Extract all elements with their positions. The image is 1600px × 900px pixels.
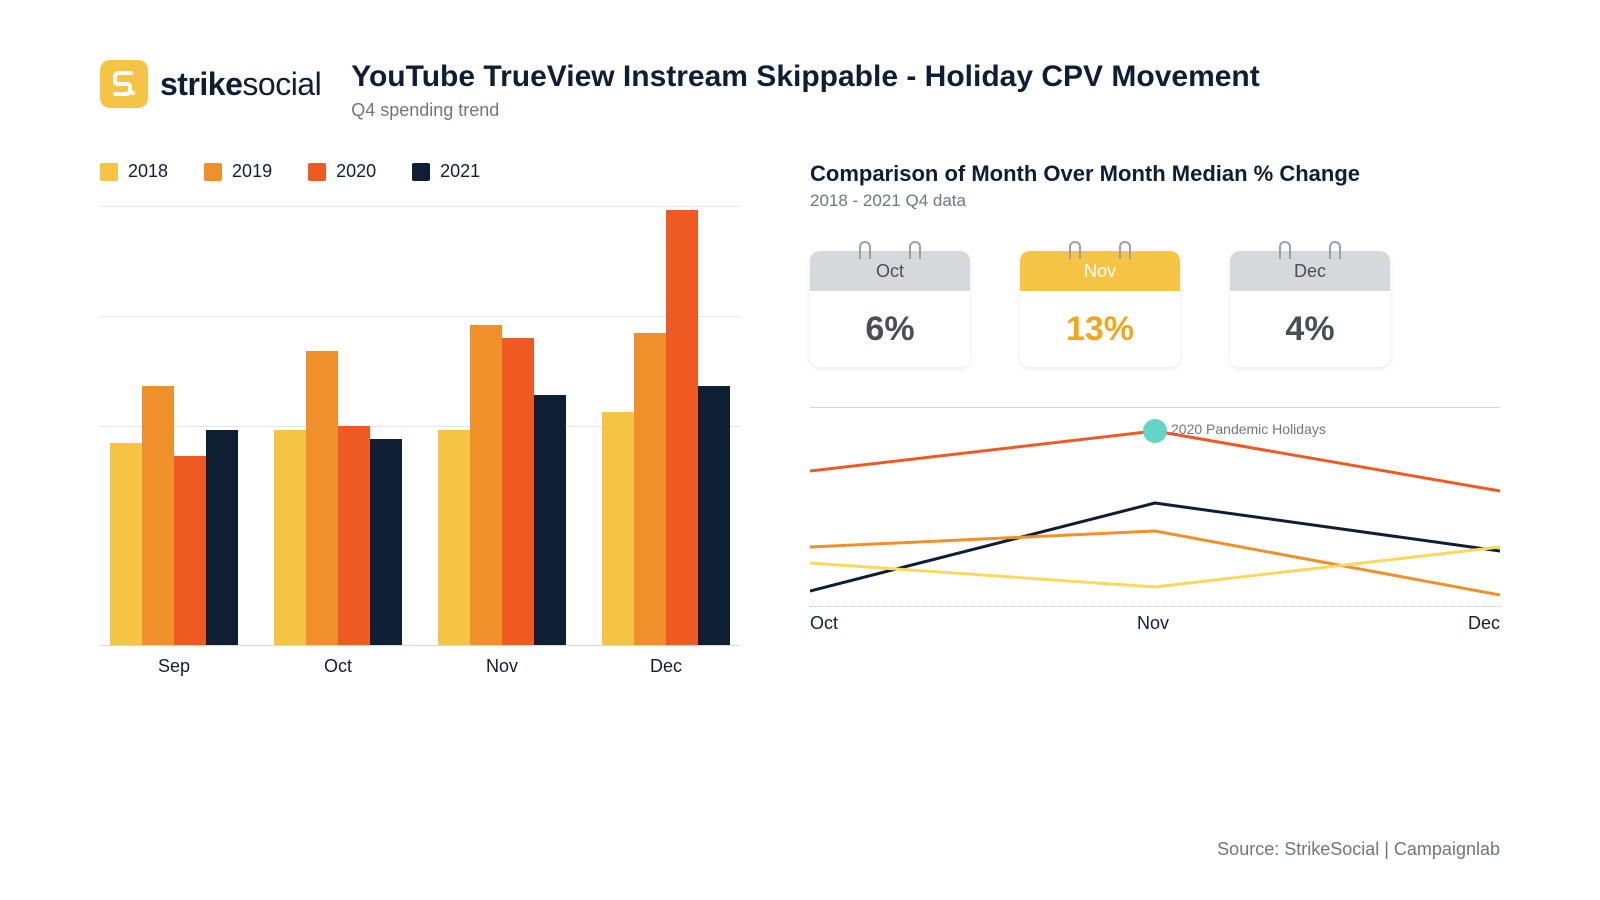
source-attribution: Source: StrikeSocial | Campaignlab bbox=[1217, 839, 1500, 860]
legend-item: 2020 bbox=[308, 161, 376, 182]
bar bbox=[666, 210, 698, 645]
logo-text-strike: strike bbox=[160, 66, 242, 102]
annotation-label: 2020 Pandemic Holidays bbox=[1171, 421, 1326, 437]
legend-label: 2018 bbox=[128, 161, 168, 182]
bar bbox=[274, 430, 306, 645]
right-column: Comparison of Month Over Month Median % … bbox=[810, 161, 1500, 686]
x-axis-label: Sep bbox=[110, 646, 238, 686]
comparison-title: Comparison of Month Over Month Median % … bbox=[810, 161, 1500, 187]
bar bbox=[174, 456, 206, 645]
infographic-canvas: strikesocial YouTube TrueView Instream S… bbox=[0, 0, 1600, 900]
bar bbox=[370, 439, 402, 645]
legend-label: 2020 bbox=[336, 161, 376, 182]
line-chart: 2020 Pandemic Holidays Oct Nov Dec bbox=[810, 407, 1500, 637]
legend-swatch bbox=[412, 163, 430, 181]
comparison-subtitle: 2018 - 2021 Q4 data bbox=[810, 191, 1500, 211]
bar-chart-plot-area bbox=[100, 206, 740, 646]
bar bbox=[438, 430, 470, 645]
bar-chart-x-axis: Sep Oct Nov Dec bbox=[100, 646, 740, 686]
content-columns: 2018 2019 2020 2021 Sep Oct Nov Dec Comparison… bbox=[100, 161, 1500, 686]
line-x-label: Dec bbox=[1468, 613, 1500, 637]
bar-chart: Sep Oct Nov Dec bbox=[100, 206, 740, 686]
line-chart-plot-area: 2020 Pandemic Holidays bbox=[810, 407, 1500, 607]
legend-item: 2018 bbox=[100, 161, 168, 182]
ring-icon bbox=[1069, 241, 1081, 259]
legend-item: 2021 bbox=[412, 161, 480, 182]
annotation-dot bbox=[1143, 419, 1167, 443]
legend-swatch bbox=[308, 163, 326, 181]
bar bbox=[470, 325, 502, 645]
title-block: YouTube TrueView Instream Skippable - Ho… bbox=[351, 60, 1500, 121]
bar-group bbox=[438, 206, 566, 645]
bar bbox=[698, 386, 730, 645]
line-chart-x-axis: Oct Nov Dec bbox=[810, 607, 1500, 637]
bar bbox=[502, 338, 534, 645]
header: strikesocial YouTube TrueView Instream S… bbox=[100, 60, 1500, 121]
bar bbox=[634, 333, 666, 645]
line-x-label: Nov bbox=[1137, 613, 1169, 637]
page-title: YouTube TrueView Instream Skippable - Ho… bbox=[351, 60, 1500, 94]
bar bbox=[338, 426, 370, 646]
bar bbox=[602, 412, 634, 645]
legend-swatch bbox=[100, 163, 118, 181]
line-x-label: Oct bbox=[810, 613, 838, 637]
ring-icon bbox=[1119, 241, 1131, 259]
ring-icon bbox=[909, 241, 921, 259]
legend-swatch bbox=[204, 163, 222, 181]
logo-text: strikesocial bbox=[160, 66, 321, 103]
legend-label: 2021 bbox=[440, 161, 480, 182]
bar bbox=[306, 351, 338, 645]
bar-group bbox=[274, 206, 402, 645]
card-rings bbox=[810, 241, 970, 259]
card-rings bbox=[1230, 241, 1390, 259]
card-rings bbox=[1020, 241, 1180, 259]
bar-chart-groups bbox=[100, 206, 740, 645]
month-card: Nov13% bbox=[1020, 251, 1180, 367]
bar bbox=[142, 386, 174, 645]
x-axis-label: Nov bbox=[438, 646, 566, 686]
card-value: 13% bbox=[1020, 291, 1180, 367]
x-axis-label: Oct bbox=[274, 646, 402, 686]
month-card: Dec4% bbox=[1230, 251, 1390, 367]
line-series bbox=[810, 547, 1500, 587]
logo-s-icon bbox=[109, 69, 139, 99]
bar bbox=[534, 395, 566, 645]
line-series bbox=[810, 531, 1500, 595]
card-value: 6% bbox=[810, 291, 970, 367]
logo-text-social: social bbox=[242, 66, 321, 102]
ring-icon bbox=[1279, 241, 1291, 259]
logo: strikesocial bbox=[100, 60, 321, 108]
bar bbox=[206, 430, 238, 645]
ring-icon bbox=[859, 241, 871, 259]
bar-group bbox=[602, 206, 730, 645]
logo-mark bbox=[100, 60, 148, 108]
x-axis-label: Dec bbox=[602, 646, 730, 686]
line-series bbox=[810, 503, 1500, 591]
month-cards: Oct6% Nov13% Dec4% bbox=[810, 251, 1500, 367]
legend-item: 2019 bbox=[204, 161, 272, 182]
bar bbox=[110, 443, 142, 645]
left-column: 2018 2019 2020 2021 Sep Oct Nov Dec bbox=[100, 161, 740, 686]
month-card: Oct6% bbox=[810, 251, 970, 367]
card-value: 4% bbox=[1230, 291, 1390, 367]
legend-label: 2019 bbox=[232, 161, 272, 182]
bar-group bbox=[110, 206, 238, 645]
ring-icon bbox=[1329, 241, 1341, 259]
legend: 2018 2019 2020 2021 bbox=[100, 161, 740, 182]
page-subtitle: Q4 spending trend bbox=[351, 100, 1500, 121]
